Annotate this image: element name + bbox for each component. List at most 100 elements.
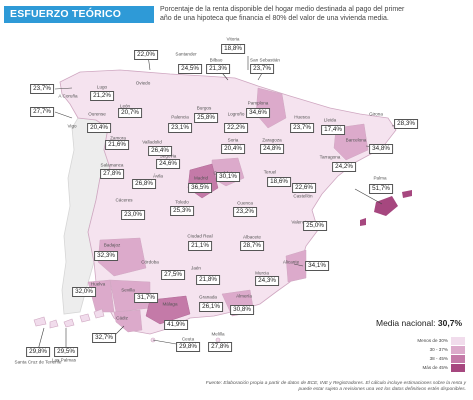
- province-value-sevilla: 31,7%: [134, 293, 158, 303]
- province-value-pontevedra: 27,7%: [30, 107, 54, 117]
- city-label: Badajoz: [103, 242, 121, 248]
- city-label: Burgos: [196, 105, 212, 111]
- province-value-lleida: 17,4%: [321, 125, 345, 135]
- province-value-jaen: 21,8%: [196, 275, 220, 285]
- national-average: Media nacional: 30,7%: [376, 318, 462, 328]
- province-value-girona: 28,3%: [394, 119, 418, 129]
- province-value-cantabria: 24,5%: [178, 64, 202, 74]
- city-label: Logroño: [227, 111, 245, 117]
- city-label: Cáceres: [115, 197, 133, 203]
- city-label: Murcia: [255, 270, 269, 276]
- province-value-alava: 18,8%: [221, 44, 245, 54]
- province-value-la-rioja: 22,2%: [224, 123, 248, 133]
- city-label: Melilla: [211, 331, 225, 337]
- city-label: Castellón: [293, 193, 313, 199]
- province-value-illes-balears: 51,7%: [369, 184, 393, 194]
- province-value-ceuta: 29,8%: [176, 342, 200, 352]
- province-value-ourense: 20,4%: [87, 123, 111, 133]
- island-ibiza: [360, 218, 366, 226]
- city-label: Bilbao: [209, 57, 223, 63]
- province-value-granada: 26,1%: [199, 302, 223, 312]
- national-average-label: Media nacional:: [376, 318, 436, 328]
- legend-swatch: [451, 363, 465, 372]
- city-label: Albacete: [243, 234, 261, 240]
- map-title: ESFUERZO TEÓRICO ANUAL: [4, 6, 154, 37]
- legend-label: Más de 45%: [422, 365, 448, 370]
- island-mallorca: [374, 196, 398, 216]
- city-label: Palencia: [171, 114, 189, 120]
- map-subtitle: Porcentaje de la renta disponible del ho…: [160, 6, 405, 22]
- city-label: León: [119, 103, 131, 109]
- province-value-guipuzcoa: 23,7%: [250, 64, 274, 74]
- city-label: Madrid: [193, 175, 209, 181]
- legend: Menos de 30% 30 - 37% 38 - 45% Más de 45…: [400, 336, 465, 372]
- province-value-madrid: 36,5%: [188, 183, 212, 193]
- city-label: San Sebastián: [250, 57, 280, 63]
- province-value-tarragona: 24,2%: [332, 162, 356, 172]
- city-label: Vitoria: [226, 36, 240, 42]
- city-label: Almería: [236, 293, 252, 299]
- province-value-castellon: 22,6%: [292, 183, 316, 193]
- province-value-zamora: 21,6%: [105, 140, 129, 150]
- legend-swatch: [451, 345, 465, 354]
- city-label: Jaén: [191, 265, 201, 271]
- city-label: Huesca: [294, 114, 310, 120]
- city-label: Málaga: [162, 301, 178, 307]
- city-label: Soria: [227, 137, 239, 143]
- city-label: Las Palmas: [51, 357, 77, 363]
- zone-cadiz: [113, 309, 143, 333]
- legend-label: 30 - 37%: [429, 347, 448, 352]
- province-value-valencia: 25,0%: [303, 221, 327, 231]
- legend-item: 38 - 45%: [400, 354, 465, 363]
- city-label: Palma: [373, 175, 387, 181]
- city-label: Vigo: [67, 123, 77, 129]
- legend-swatch: [451, 336, 465, 345]
- city-label: Oviedo: [135, 80, 151, 86]
- province-value-lugo: 21,2%: [90, 91, 114, 101]
- city-label: Sevilla: [121, 287, 135, 293]
- city-label: Ourense: [88, 111, 106, 117]
- legend-item: 30 - 37%: [400, 345, 465, 354]
- province-value-murcia: 24,3%: [255, 276, 279, 286]
- city-label: Toledo: [175, 199, 189, 205]
- province-value-guadalajara: 30,1%: [216, 172, 240, 182]
- province-value-zaragoza: 24,8%: [260, 144, 284, 154]
- province-value-ciudad-real: 21,1%: [188, 241, 212, 251]
- national-average-value: 30,7%: [437, 318, 463, 328]
- zone-malaga: [145, 295, 191, 325]
- city-label: Zaragoza: [262, 137, 282, 143]
- city-label: Salamanca: [100, 162, 124, 168]
- province-value-huelva: 32,0%: [72, 287, 96, 297]
- canary-islands: [33, 308, 105, 329]
- city-label: Cuenca: [237, 200, 253, 206]
- legend-swatch: [451, 354, 465, 363]
- province-value-cordoba: 27,5%: [161, 270, 185, 280]
- province-value-palencia: 23,1%: [168, 123, 192, 133]
- city-label: Ávila: [153, 173, 163, 179]
- island-menorca: [402, 190, 412, 198]
- province-value-asturias: 22,0%: [134, 50, 158, 60]
- zone-alicante: [285, 249, 307, 283]
- province-value-huesca: 23,7%: [290, 123, 314, 133]
- province-value-a-coruna: 23,7%: [30, 84, 54, 94]
- province-value-albacete: 28,7%: [240, 241, 264, 251]
- province-value-barcelona: 34,8%: [369, 144, 393, 154]
- city-label: Lugo: [96, 84, 108, 90]
- city-label: Ceuta: [181, 336, 195, 342]
- province-value-melilla: 27,8%: [208, 342, 232, 352]
- province-value-santa-cruz-de-tenerife: 29,8%: [26, 347, 50, 357]
- province-value-teruel: 18,6%: [267, 177, 291, 187]
- province-value-valladolid: 26,4%: [148, 146, 172, 156]
- legend-label: Menos de 30%: [417, 338, 448, 343]
- city-label: Valencia: [291, 219, 309, 225]
- province-value-vizcaya: 21,3%: [206, 64, 230, 74]
- city-label: Tarragona: [319, 154, 341, 160]
- province-value-soria: 20,4%: [221, 144, 245, 154]
- province-value-cadiz: 32,7%: [92, 333, 116, 343]
- city-label: Ciudad Real: [187, 233, 213, 239]
- city-label: Huelva: [90, 281, 106, 287]
- city-label: Barcelona: [345, 137, 367, 143]
- province-value-navarra: 34,6%: [246, 108, 270, 118]
- province-value-avila: 26,8%: [132, 179, 156, 189]
